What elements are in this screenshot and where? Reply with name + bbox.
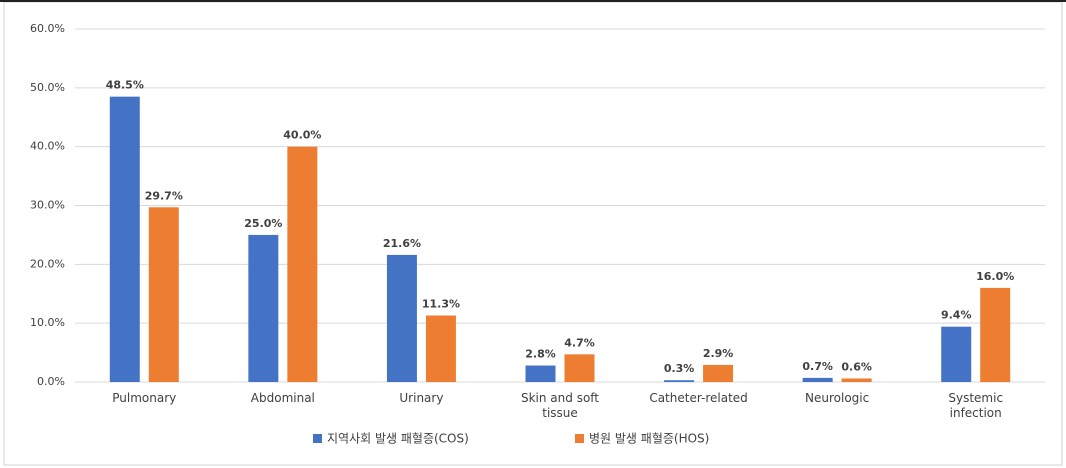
bar	[386, 254, 417, 382]
legend-label: 병원 발생 패혈증(HOS)	[589, 432, 709, 446]
legend-swatch	[313, 434, 322, 443]
x-tick-label: Pulmonary	[112, 391, 177, 405]
bar	[941, 326, 972, 382]
y-tick-label: 20.0%	[30, 257, 65, 270]
bar	[109, 96, 140, 383]
value-label: 9.4%	[941, 309, 972, 322]
legend-swatch	[575, 434, 584, 443]
value-label: 16.0%	[976, 270, 1014, 283]
x-tick-label: Skin and soft tissue	[520, 391, 600, 420]
value-label: 29.7%	[145, 189, 183, 202]
bar	[525, 365, 556, 382]
y-tick-label: 60.0%	[30, 22, 65, 35]
value-label: 0.3%	[664, 362, 695, 375]
y-tick-label: 30.0%	[30, 199, 65, 212]
bar	[148, 207, 179, 382]
value-label: 25.0%	[244, 217, 282, 230]
bar	[425, 315, 456, 382]
bar	[802, 377, 833, 382]
value-label: 2.8%	[525, 348, 556, 361]
value-label: 40.0%	[283, 129, 321, 142]
value-label: 11.3%	[422, 298, 460, 311]
bar	[664, 380, 695, 382]
y-tick-label: 10.0%	[30, 316, 65, 329]
bar	[564, 354, 595, 382]
value-label: 48.5%	[106, 79, 144, 92]
value-label: 0.6%	[841, 360, 872, 373]
x-tick-label: Abdominal	[250, 391, 315, 405]
x-tick-label: Urinary	[399, 391, 444, 405]
value-label: 4.7%	[564, 336, 595, 349]
legend-label: 지역사회 발생 패혈증(COS)	[327, 432, 469, 446]
bar	[980, 287, 1011, 382]
y-tick-label: 40.0%	[30, 140, 65, 153]
x-tick-label: Neurologic	[805, 391, 870, 405]
bar	[287, 146, 318, 382]
value-label: 0.7%	[802, 360, 833, 373]
x-tick-label: Systemic infection	[948, 391, 1004, 420]
x-tick-label: Catheter-related	[649, 391, 748, 405]
bar	[841, 378, 872, 382]
y-tick-label: 50.0%	[30, 81, 65, 94]
bar	[248, 234, 279, 382]
bar	[703, 364, 734, 382]
value-label: 21.6%	[383, 237, 421, 250]
y-tick-label: 0.0%	[37, 375, 65, 388]
value-label: 2.9%	[703, 347, 734, 360]
